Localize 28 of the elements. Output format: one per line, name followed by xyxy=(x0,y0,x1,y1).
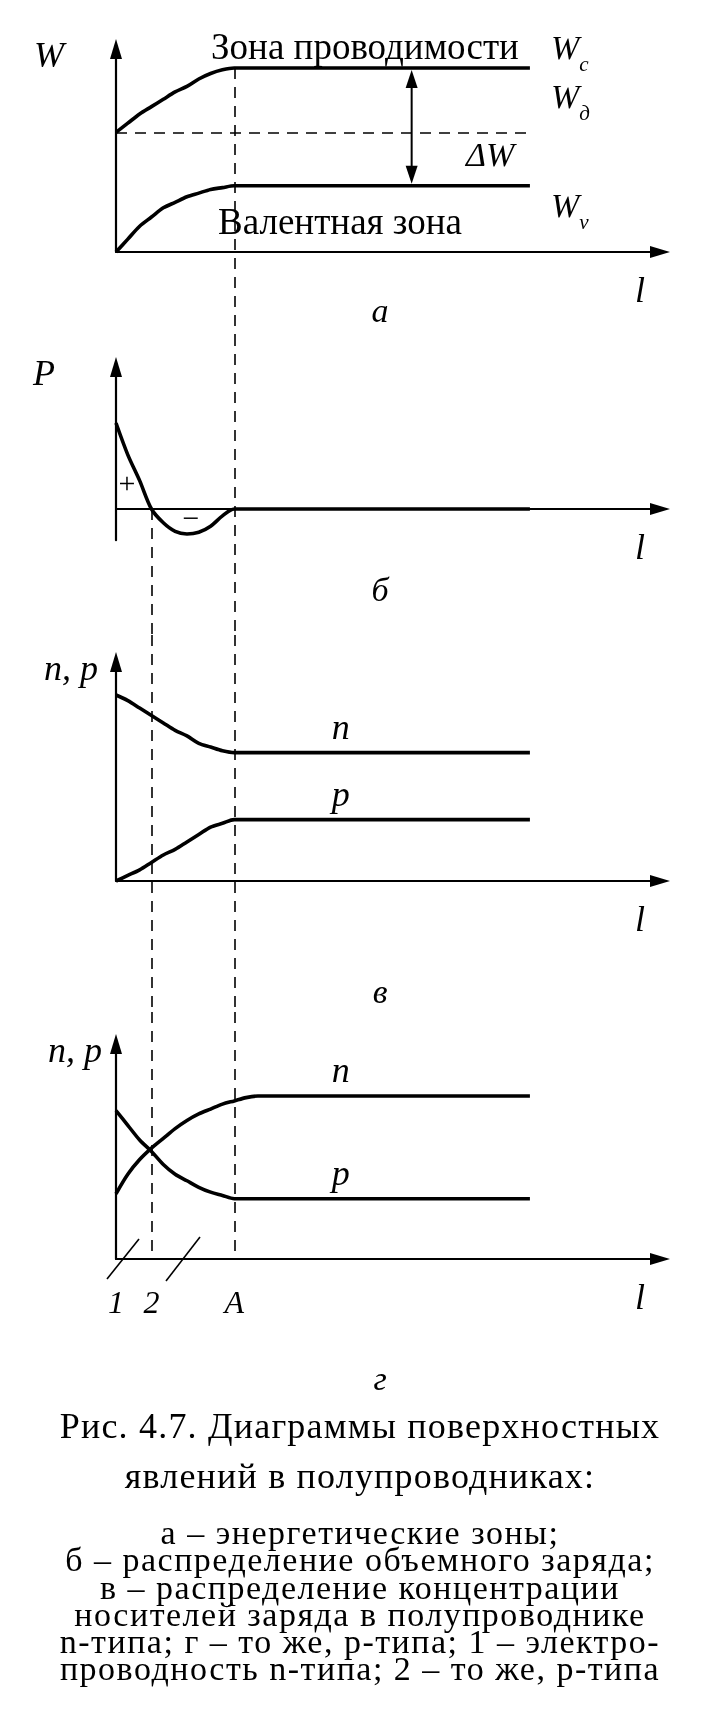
text: Рис. 4.7. Диаграммы поверхностных явлений в полупроводниках: xyxy=(58,1405,662,1498)
ref-line-label: W$_{д}$ xyxy=(550,78,590,126)
annotation: ΔW xyxy=(464,136,517,173)
x-axis-title: l xyxy=(634,899,646,939)
series-label: n xyxy=(331,1050,350,1090)
series-label: p xyxy=(328,773,350,814)
x-tick-label: 1 xyxy=(108,1284,124,1320)
annotation: + xyxy=(118,466,136,499)
text: в xyxy=(372,972,388,1010)
x-axis-title: l xyxy=(634,527,646,567)
annotation: − xyxy=(182,501,200,534)
annotation: Валентная зона xyxy=(218,201,462,242)
series-label: W$_{c}$ xyxy=(550,29,590,76)
text: г xyxy=(373,1359,387,1397)
series-label: n xyxy=(331,706,350,747)
text: Зона проводимости xyxy=(211,26,519,67)
series-label: p xyxy=(328,1152,350,1193)
text: а xyxy=(371,291,389,329)
y-axis-title: n, p xyxy=(44,648,98,688)
series-label: W$_{v}$ xyxy=(550,186,590,234)
text: б xyxy=(371,570,391,608)
x-axis-title: l xyxy=(634,1277,646,1317)
x-tick-label: A xyxy=(222,1284,245,1320)
y-axis-title: W xyxy=(34,35,67,75)
x-axis-title: l xyxy=(634,270,646,310)
y-axis-title: P xyxy=(32,353,55,393)
y-axis-title: n, p xyxy=(48,1030,102,1070)
x-tick-label: 2 xyxy=(143,1284,160,1320)
